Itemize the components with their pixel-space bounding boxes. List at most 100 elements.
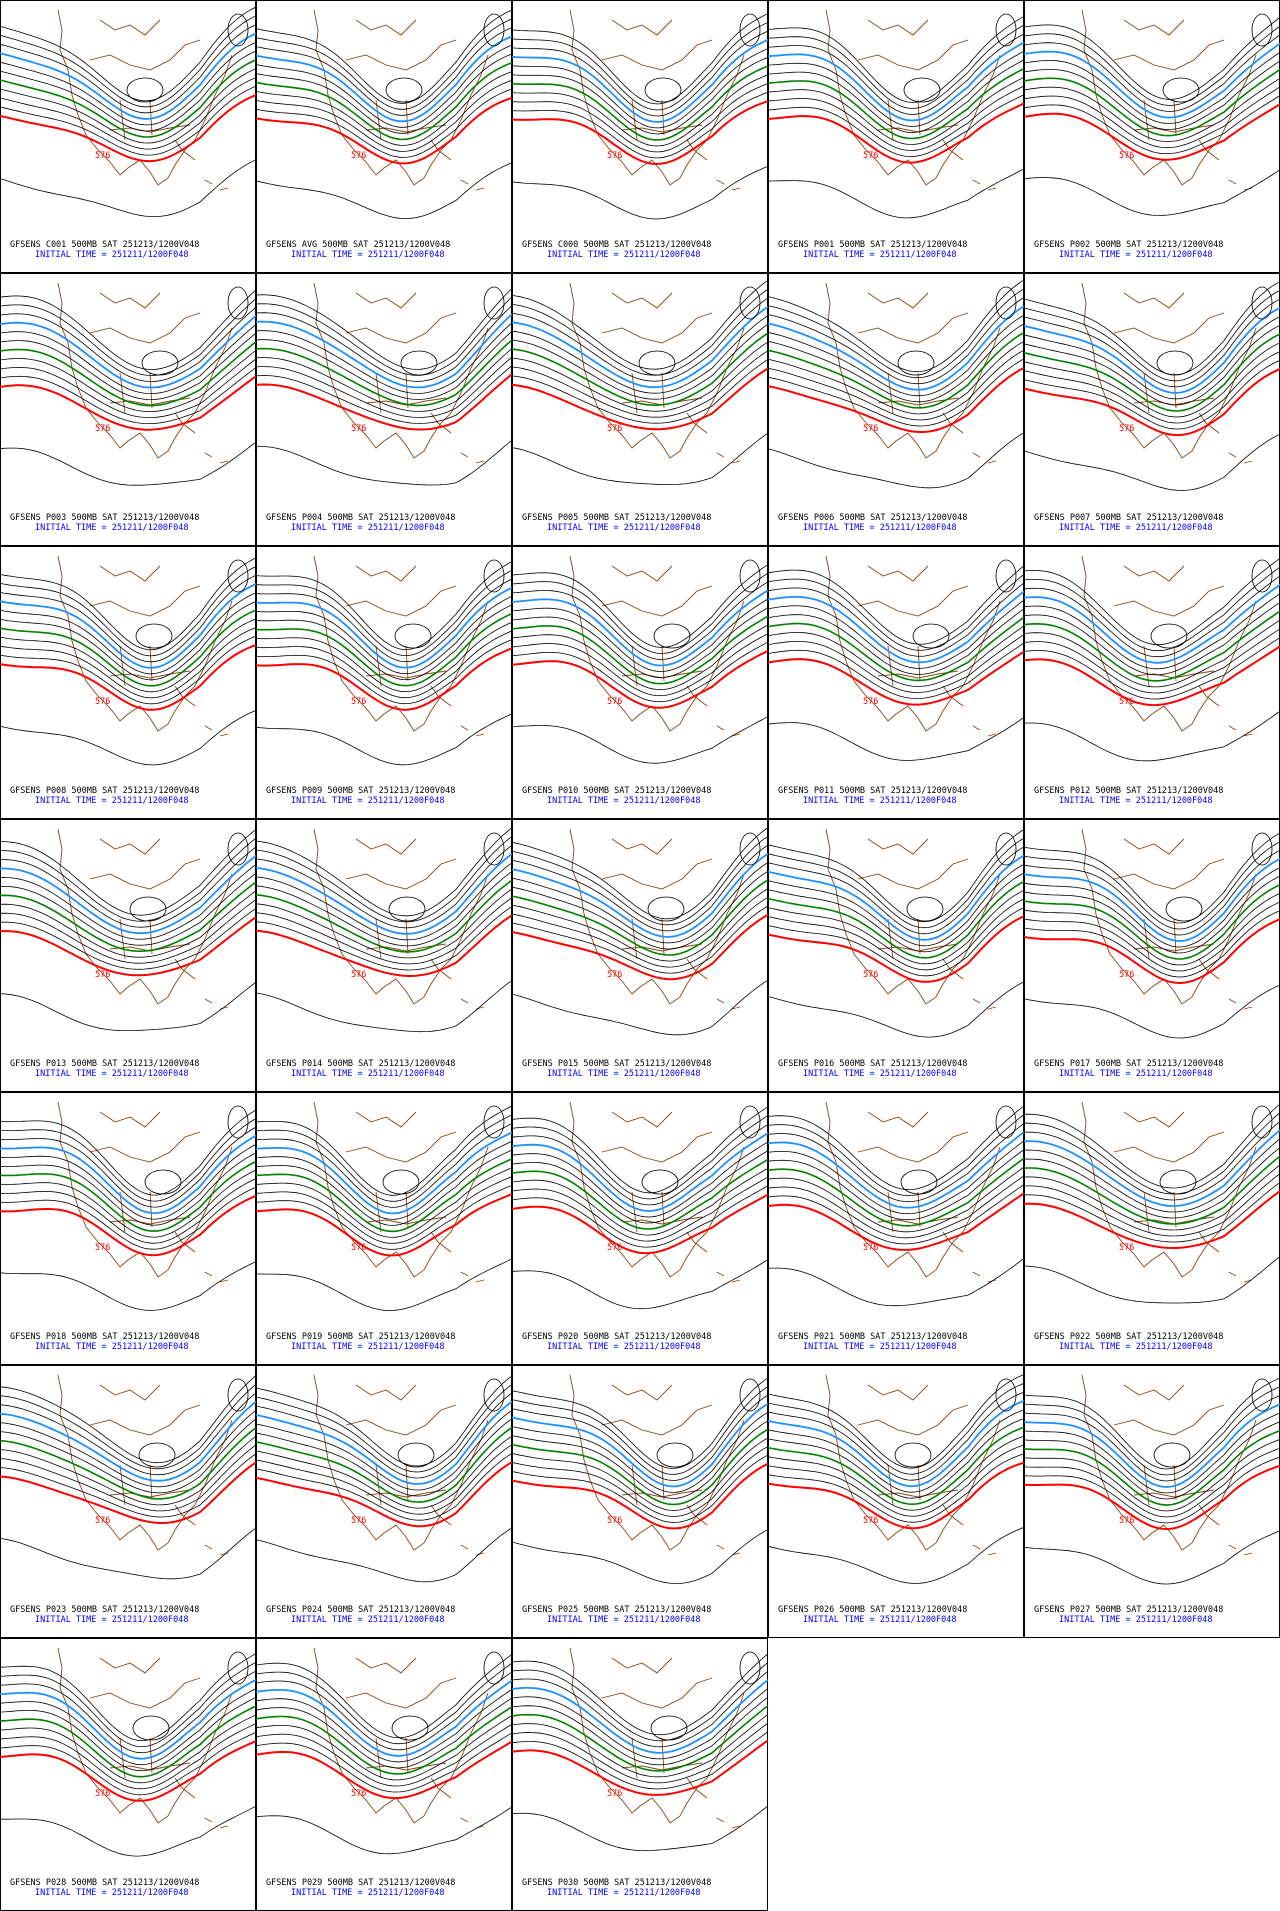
contour-label: 576 (351, 1789, 366, 1799)
panel-border (256, 1092, 512, 1365)
height-contour (1024, 910, 1280, 978)
height-contour (256, 897, 512, 965)
height-contour (0, 635, 256, 705)
height-contour (256, 1167, 512, 1238)
height-contour (1024, 710, 1280, 762)
height-contour (256, 348, 512, 412)
height-contour (768, 1435, 1024, 1511)
height-contour (768, 33, 1024, 115)
panel-title: GFSENS P015 500MB SAT 251213/1200V048 (522, 1059, 711, 1069)
contour-label: 576 (863, 970, 878, 980)
map-panel: 576 GFSENS P022 500MB SAT 251213/1200V048… (1024, 1092, 1280, 1365)
low-center (132, 1715, 170, 1741)
height-contour (256, 1158, 512, 1233)
height-contour (768, 331, 1024, 409)
panel-border (1024, 0, 1280, 273)
map-panel: 576 GFSENS C001 500MB SAT 251213/1200V048… (0, 0, 256, 273)
height-contour (768, 565, 1024, 645)
height-contour (0, 332, 256, 401)
panel-title: GFSENS P014 500MB SAT 251213/1200V048 (266, 1059, 455, 1069)
panel-border (1024, 546, 1280, 819)
height-contour (1024, 918, 1280, 985)
height-contour (0, 1661, 256, 1747)
height-contour (1024, 557, 1280, 646)
height-contour (768, 349, 1024, 421)
height-contour (768, 1391, 1024, 1481)
contour-label: 576 (95, 1789, 110, 1799)
contour-label: 576 (351, 970, 366, 980)
height-contour (1024, 1403, 1280, 1488)
height-contour (256, 1444, 512, 1515)
height-contour (768, 863, 1024, 947)
panel-border (256, 0, 512, 273)
height-contour (1024, 841, 1280, 930)
height-contour (256, 96, 512, 165)
map-panel: 576 GFSENS P013 500MB SAT 251213/1200V048… (0, 819, 256, 1092)
height-contour (1024, 1147, 1280, 1219)
height-contour (256, 1527, 512, 1583)
height-contour (1024, 883, 1280, 960)
contour-label: 576 (607, 424, 622, 434)
height-contour (512, 288, 768, 376)
height-contour (768, 314, 1024, 397)
height-contour (256, 313, 512, 389)
coastline (57, 1647, 233, 1829)
height-contour (0, 1453, 256, 1518)
height-contour (256, 713, 512, 766)
initial-time: INITIAL TIME = 251211/1200F048 (547, 523, 701, 533)
initial-time: INITIAL TIME = 251211/1200F048 (35, 1342, 189, 1352)
height-contour (1024, 984, 1280, 1039)
height-contour (0, 618, 256, 693)
height-contour (768, 24, 1024, 109)
height-contour (1024, 1395, 1280, 1482)
height-contour (512, 1176, 768, 1242)
height-contour (0, 1705, 256, 1778)
low-center (638, 350, 676, 376)
height-contour (512, 905, 768, 974)
height-contour (0, 315, 256, 389)
height-contour (0, 159, 256, 218)
contour-label: 576 (95, 970, 110, 980)
panel-border (256, 546, 512, 819)
height-contour (1024, 875, 1280, 954)
height-contour (0, 1805, 256, 1857)
panel-title: GFSENS P009 500MB SAT 251213/1200V048 (266, 786, 455, 796)
height-contour (1024, 849, 1280, 936)
low-center (1150, 623, 1188, 649)
contour-label: 576 (1119, 970, 1134, 980)
high-center (483, 1651, 505, 1685)
height-contour (768, 1526, 1024, 1584)
map-panel: 576 GFSENS P008 500MB SAT 251213/1200V048… (0, 546, 256, 819)
height-contour (256, 1806, 512, 1855)
panel-title: GFSENS P012 500MB SAT 251213/1200V048 (1034, 786, 1223, 796)
height-contour (0, 1392, 256, 1476)
high-center (995, 1378, 1017, 1412)
height-contour (512, 1713, 768, 1778)
height-contour (512, 888, 768, 962)
height-contour (0, 1126, 256, 1208)
height-contour (0, 349, 256, 413)
map-panel: 576 GFSENS P030 500MB SAT 251213/1200V048… (512, 1638, 768, 1911)
contour-label: 576 (351, 151, 366, 161)
panel-title: GFSENS P011 500MB SAT 251213/1200V048 (778, 786, 967, 796)
height-contour (768, 358, 1024, 427)
high-center (739, 1651, 761, 1685)
height-contour (256, 1697, 512, 1769)
panel-title: GFSENS P019 500MB SAT 251213/1200V048 (266, 1332, 455, 1342)
height-contour (512, 853, 768, 938)
height-contour (0, 1400, 256, 1482)
height-contour (512, 879, 768, 956)
height-contour (1024, 1447, 1280, 1518)
height-contour (768, 1382, 1024, 1475)
height-contour (512, 1705, 768, 1772)
panel-border (768, 819, 1024, 1092)
height-contour (1024, 1129, 1280, 1207)
panel-border (0, 819, 256, 1092)
contour-label: 576 (607, 1516, 622, 1526)
panel-title: GFSENS P024 500MB SAT 251213/1200V048 (266, 1605, 455, 1615)
initial-time: INITIAL TIME = 251211/1200F048 (291, 250, 445, 260)
height-contour (0, 854, 256, 935)
panel-border (0, 0, 256, 273)
low-center (656, 1442, 694, 1468)
panel-border (768, 0, 1024, 273)
